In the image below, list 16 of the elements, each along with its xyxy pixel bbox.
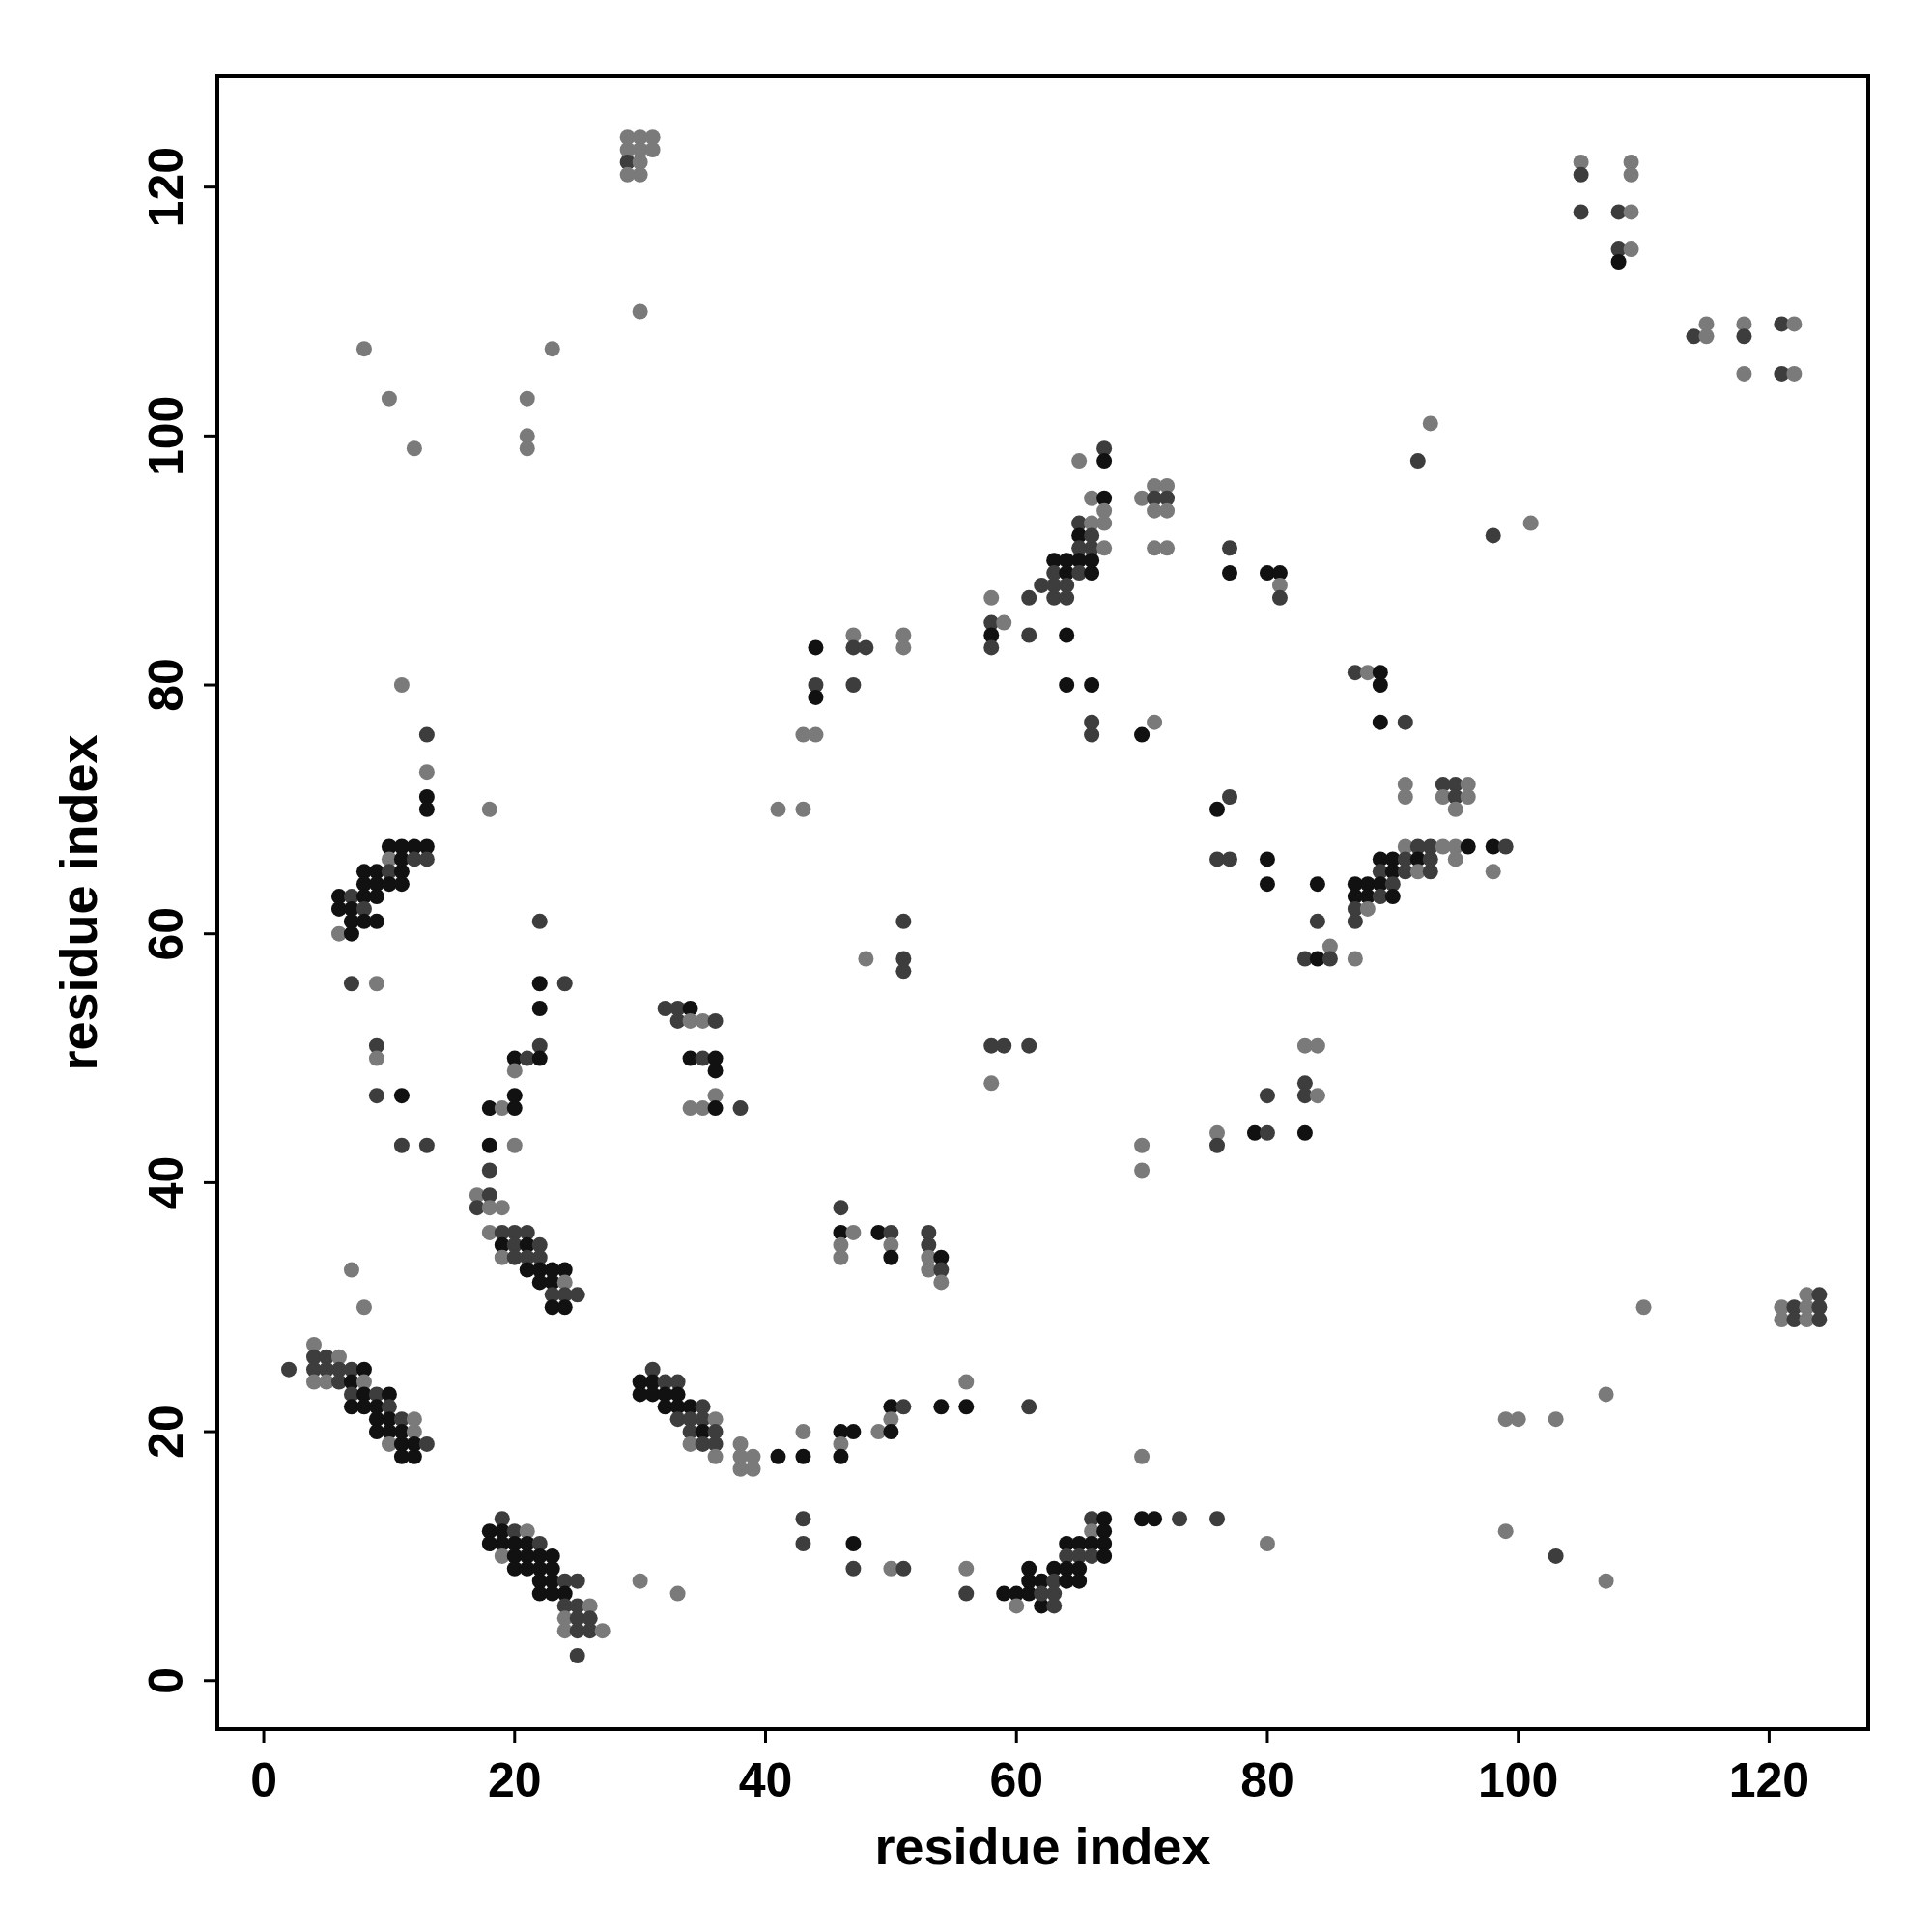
y-tick-label: 60 (139, 906, 193, 961)
x-tick-label: 40 (738, 1753, 793, 1807)
y-tick-label: 40 (139, 1155, 193, 1210)
x-tick-label: 60 (989, 1753, 1044, 1807)
y-tick-label: 20 (139, 1405, 193, 1459)
x-tick-label: 20 (487, 1753, 542, 1807)
x-tick-label: 120 (1728, 1753, 1810, 1807)
y-tick-label: 120 (139, 146, 193, 228)
y-tick-label: 100 (139, 395, 193, 477)
x-tick-label: 100 (1477, 1753, 1559, 1807)
x-tick-label: 0 (250, 1753, 277, 1807)
y-tick-label: 0 (139, 1666, 193, 1694)
x-axis-title: residue index (874, 1817, 1211, 1875)
x-tick-label: 80 (1240, 1753, 1294, 1807)
y-tick-label: 80 (139, 658, 193, 712)
y-axis-title: residue index (49, 734, 107, 1071)
